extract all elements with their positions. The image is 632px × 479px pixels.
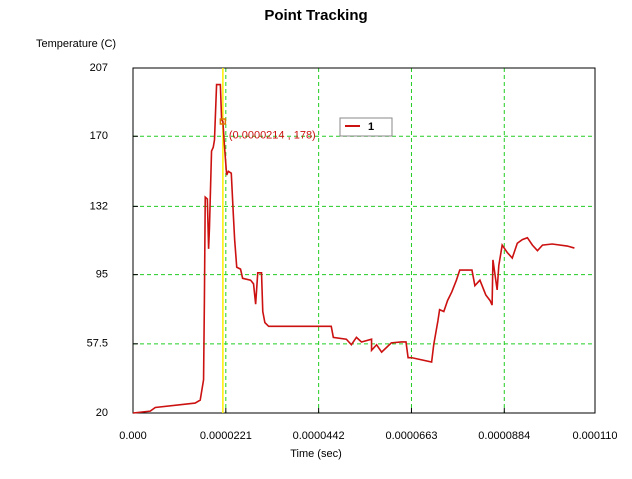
x-tick-label: 0.000 — [119, 430, 147, 442]
x-tick-label: 0.0000884 — [478, 430, 530, 442]
x-tick-label: 0.0000663 — [385, 430, 437, 442]
data-line — [132, 83, 575, 414]
y-tick-label: 57.5 — [87, 338, 108, 350]
y-tick-label: 132 — [90, 200, 108, 212]
x-tick-label: 0.0000442 — [293, 430, 345, 442]
cursor-marker — [219, 118, 227, 125]
y-tick-label: 95 — [96, 269, 108, 281]
x-tick-label: 0.000110 — [572, 430, 617, 442]
x-axis-label: Time (sec) — [290, 448, 342, 460]
y-tick-label: 20 — [96, 407, 108, 419]
chart-title: Point Tracking — [264, 7, 367, 24]
legend-box — [339, 117, 393, 137]
y-axis-label: Temperature (C) — [36, 38, 116, 50]
y-tick-label: 170 — [90, 130, 108, 142]
cursor-label: (0.0000214 , 178) — [229, 129, 316, 141]
x-tick-label: 0.0000221 — [200, 430, 252, 442]
y-tick-label: 207 — [90, 62, 108, 74]
plot-frame — [132, 67, 596, 414]
legend-label: 1 — [368, 121, 374, 133]
